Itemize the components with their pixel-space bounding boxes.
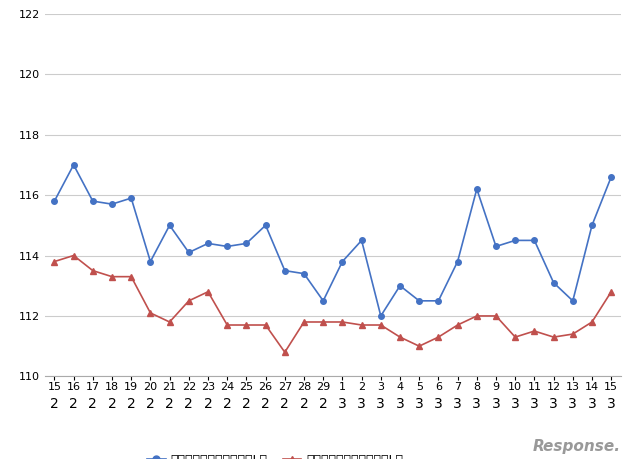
ハイオク実売価格（円／L）	[358, 322, 365, 328]
ハイオク看板価格（円／L）	[339, 259, 346, 264]
ハイオク実売価格（円／L）	[223, 322, 231, 328]
ハイオク看板価格（円／L）	[51, 198, 58, 204]
ハイオク看板価格（円／L）	[204, 241, 212, 246]
ハイオク看板価格（円／L）	[89, 198, 97, 204]
ハイオク看板価格（円／L）	[262, 223, 269, 228]
ハイオク実売価格（円／L）	[319, 319, 327, 325]
ハイオク看板価格（円／L）	[415, 298, 423, 303]
ハイオク実売価格（円／L）	[108, 274, 116, 280]
ハイオク実売価格（円／L）	[166, 319, 173, 325]
ハイオク実売価格（円／L）	[511, 334, 519, 340]
ハイオク看板価格（円／L）	[223, 244, 231, 249]
ハイオク実売価格（円／L）	[531, 328, 538, 334]
ハイオク実売価格（円／L）	[588, 319, 596, 325]
ハイオク看板価格（円／L）	[588, 223, 596, 228]
ハイオク看板価格（円／L）	[396, 283, 404, 288]
ハイオク看板価格（円／L）	[550, 280, 557, 285]
ハイオク実売価格（円／L）	[281, 349, 289, 355]
ハイオク実売価格（円／L）	[435, 334, 442, 340]
ハイオク看板価格（円／L）	[569, 298, 577, 303]
ハイオク実売価格（円／L）	[147, 310, 154, 316]
ハイオク実売価格（円／L）	[89, 268, 97, 274]
Legend: ハイオク看板価格（円／L）, ハイオク実売価格（円／L）: ハイオク看板価格（円／L）, ハイオク実売価格（円／L）	[142, 448, 408, 459]
ハイオク看板価格（円／L）	[531, 238, 538, 243]
ハイオク実売価格（円／L）	[339, 319, 346, 325]
ハイオク看板価格（円／L）	[185, 250, 193, 255]
ハイオク実売価格（円／L）	[454, 322, 461, 328]
ハイオク実売価格（円／L）	[262, 322, 269, 328]
ハイオク実売価格（円／L）	[607, 289, 615, 295]
Text: Response.: Response.	[532, 439, 621, 454]
ハイオク実売価格（円／L）	[185, 298, 193, 303]
ハイオク看板価格（円／L）	[147, 259, 154, 264]
ハイオク看板価格（円／L）	[473, 186, 481, 192]
ハイオク実売価格（円／L）	[204, 289, 212, 295]
ハイオク実売価格（円／L）	[127, 274, 135, 280]
ハイオク実売価格（円／L）	[550, 334, 557, 340]
ハイオク看板価格（円／L）	[70, 162, 77, 168]
ハイオク看板価格（円／L）	[281, 268, 289, 274]
ハイオク実売価格（円／L）	[415, 343, 423, 349]
ハイオク実売価格（円／L）	[51, 259, 58, 264]
ハイオク看板価格（円／L）	[358, 238, 365, 243]
ハイオク看板価格（円／L）	[108, 202, 116, 207]
ハイオク看板価格（円／L）	[243, 241, 250, 246]
ハイオク看板価格（円／L）	[377, 313, 385, 319]
ハイオク実売価格（円／L）	[569, 331, 577, 337]
ハイオク実売価格（円／L）	[243, 322, 250, 328]
ハイオク看板価格（円／L）	[319, 298, 327, 303]
ハイオク実売価格（円／L）	[396, 334, 404, 340]
Line: ハイオク実売価格（円／L）: ハイオク実売価格（円／L）	[52, 253, 614, 355]
ハイオク看板価格（円／L）	[454, 259, 461, 264]
ハイオク看板価格（円／L）	[511, 238, 519, 243]
ハイオク実売価格（円／L）	[473, 313, 481, 319]
ハイオク実売価格（円／L）	[70, 253, 77, 258]
ハイオク実売価格（円／L）	[300, 319, 308, 325]
ハイオク看板価格（円／L）	[435, 298, 442, 303]
ハイオク看板価格（円／L）	[166, 223, 173, 228]
ハイオク看板価格（円／L）	[300, 271, 308, 276]
Line: ハイオク看板価格（円／L）: ハイオク看板価格（円／L）	[52, 162, 614, 319]
ハイオク看板価格（円／L）	[607, 174, 615, 180]
ハイオク看板価格（円／L）	[127, 196, 135, 201]
ハイオク実売価格（円／L）	[492, 313, 500, 319]
ハイオク看板価格（円／L）	[492, 244, 500, 249]
ハイオク実売価格（円／L）	[377, 322, 385, 328]
